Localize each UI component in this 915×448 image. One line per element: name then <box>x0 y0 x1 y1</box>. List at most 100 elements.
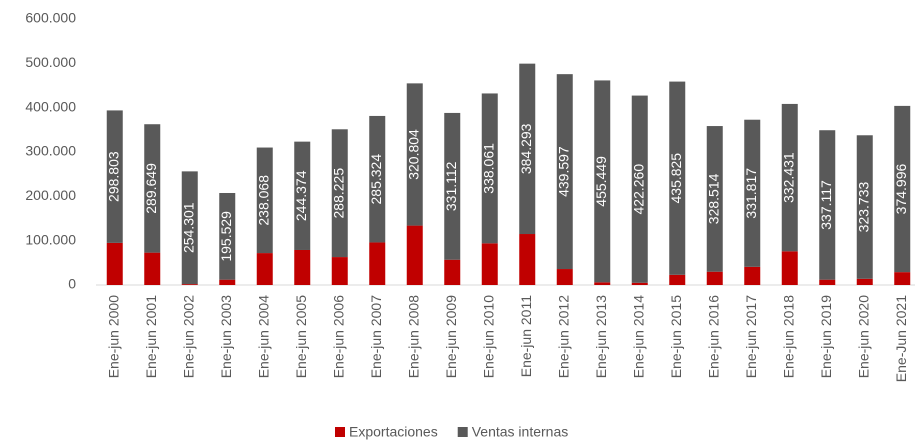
x-tick-label: Ene-jun 2019 <box>818 295 834 379</box>
value-label: 238.068 <box>255 175 271 226</box>
x-tick-label: Ene-jun 2000 <box>105 295 121 379</box>
bar-segment <box>106 110 123 243</box>
x-tick-label: Ene-jun 2007 <box>368 295 384 379</box>
x-tick-label: Ene-jun 2020 <box>855 295 871 379</box>
value-label: 455.449 <box>593 156 609 207</box>
bar-segment <box>631 282 648 285</box>
bar-segment <box>106 242 123 285</box>
x-tick-label: Ene-jun 2005 <box>293 295 309 379</box>
x-tick-label: Ene-jun 2018 <box>780 295 796 379</box>
value-label: 298.803 <box>105 151 121 202</box>
bar-segment <box>519 234 536 285</box>
x-tick-label: Ene-jun 2017 <box>743 295 759 379</box>
bar-segment <box>856 135 873 279</box>
x-tick-label: Ene-jun 2013 <box>593 295 609 379</box>
bar-segment <box>181 171 198 285</box>
y-tick-label: 300.000 <box>25 143 76 159</box>
value-label: 337.117 <box>818 180 834 230</box>
value-label: 328.514 <box>705 173 721 224</box>
bar-segment <box>894 105 911 273</box>
legend-swatch <box>457 427 468 437</box>
x-tick-label: Ene-jun 2006 <box>330 295 346 379</box>
value-label: 384.293 <box>518 123 534 174</box>
bar-segment <box>294 249 311 285</box>
bar-segment <box>219 192 236 280</box>
value-label: 374.996 <box>893 164 909 215</box>
bar-segment <box>481 243 498 285</box>
bar-segment <box>219 279 236 285</box>
y-tick-label: 200.000 <box>25 187 76 203</box>
x-tick-label: Ene-jun 2012 <box>555 295 571 379</box>
bar-segment <box>481 93 498 244</box>
x-tick-label: Ene-jun 2004 <box>255 295 271 379</box>
x-tick-label: Ene-jun 2009 <box>443 295 459 379</box>
bar-segment <box>819 279 836 285</box>
value-label: 195.529 <box>218 211 234 262</box>
bar-segment <box>331 257 348 285</box>
y-tick-label: 0 <box>68 276 76 292</box>
x-tick-label: Ene-Jun 2021 <box>893 295 909 382</box>
value-label: 331.817 <box>743 168 759 219</box>
bar-segment <box>369 242 386 285</box>
value-label: 323.733 <box>855 182 871 233</box>
bar-segment <box>369 115 386 243</box>
value-label: 254.301 <box>180 202 196 253</box>
x-tick-label: Ene-jun 2014 <box>630 295 646 379</box>
value-label: 331.112 <box>443 161 459 211</box>
value-label: 244.374 <box>293 170 309 221</box>
legend-swatch <box>335 427 345 437</box>
bar-segment <box>706 271 723 285</box>
bar-segment <box>144 252 161 285</box>
bar-segment <box>444 112 461 260</box>
x-tick-label: Ene-jun 2003 <box>218 295 234 379</box>
bar-segment <box>256 147 273 254</box>
y-tick-label: 400.000 <box>25 98 76 114</box>
bar-segment <box>594 80 611 283</box>
bar-segment <box>556 269 573 285</box>
bar-segment <box>744 119 761 267</box>
value-label: 338.061 <box>480 143 496 194</box>
bar-segment <box>444 259 461 285</box>
bar-segment <box>669 274 686 285</box>
x-tick-label: Ene-jun 2002 <box>180 295 196 379</box>
bar-segment <box>819 130 836 280</box>
value-label: 288.225 <box>330 168 346 219</box>
x-tick-label: Ene-jun 2015 <box>668 295 684 379</box>
x-tick-label: Ene-jun 2010 <box>480 295 496 379</box>
value-label: 285.324 <box>368 154 384 205</box>
bar-segment <box>594 282 611 285</box>
legend-label: Ventas internas <box>472 424 569 440</box>
bar-segment <box>706 126 723 272</box>
legend-label: Exportaciones <box>349 424 438 440</box>
bar-segment <box>781 103 798 252</box>
y-tick-label: 600.000 <box>25 10 76 26</box>
value-label: 320.804 <box>405 129 421 180</box>
x-tick-label: Ene-jun 2016 <box>705 295 721 379</box>
bar-segment <box>406 225 423 285</box>
bar-segment <box>669 81 686 275</box>
bar-segment <box>406 83 423 226</box>
bar-segment <box>556 74 573 270</box>
value-label: 439.597 <box>555 146 571 197</box>
x-tick-label: Ene-jun 2011 <box>518 295 534 377</box>
value-label: 435.825 <box>668 153 684 204</box>
bar-segment <box>181 284 198 285</box>
bar-segment <box>894 272 911 285</box>
bar-segment <box>144 124 161 253</box>
value-label: 332.431 <box>780 152 796 203</box>
bar-segment <box>856 278 873 285</box>
value-label: 289.649 <box>143 163 159 214</box>
bar-segment <box>331 129 348 258</box>
bar-segment <box>256 253 273 285</box>
bar-segment <box>631 95 648 283</box>
y-tick-label: 100.000 <box>25 231 76 247</box>
value-label: 422.260 <box>630 164 646 215</box>
y-tick-label: 500.000 <box>25 54 76 70</box>
bar-segment <box>744 266 761 285</box>
bar-segment <box>519 63 536 235</box>
x-tick-label: Ene-jun 2001 <box>143 295 159 379</box>
x-tick-label: Ene-jun 2008 <box>405 295 421 379</box>
bar-segment <box>781 251 798 285</box>
bar-segment <box>294 141 311 250</box>
